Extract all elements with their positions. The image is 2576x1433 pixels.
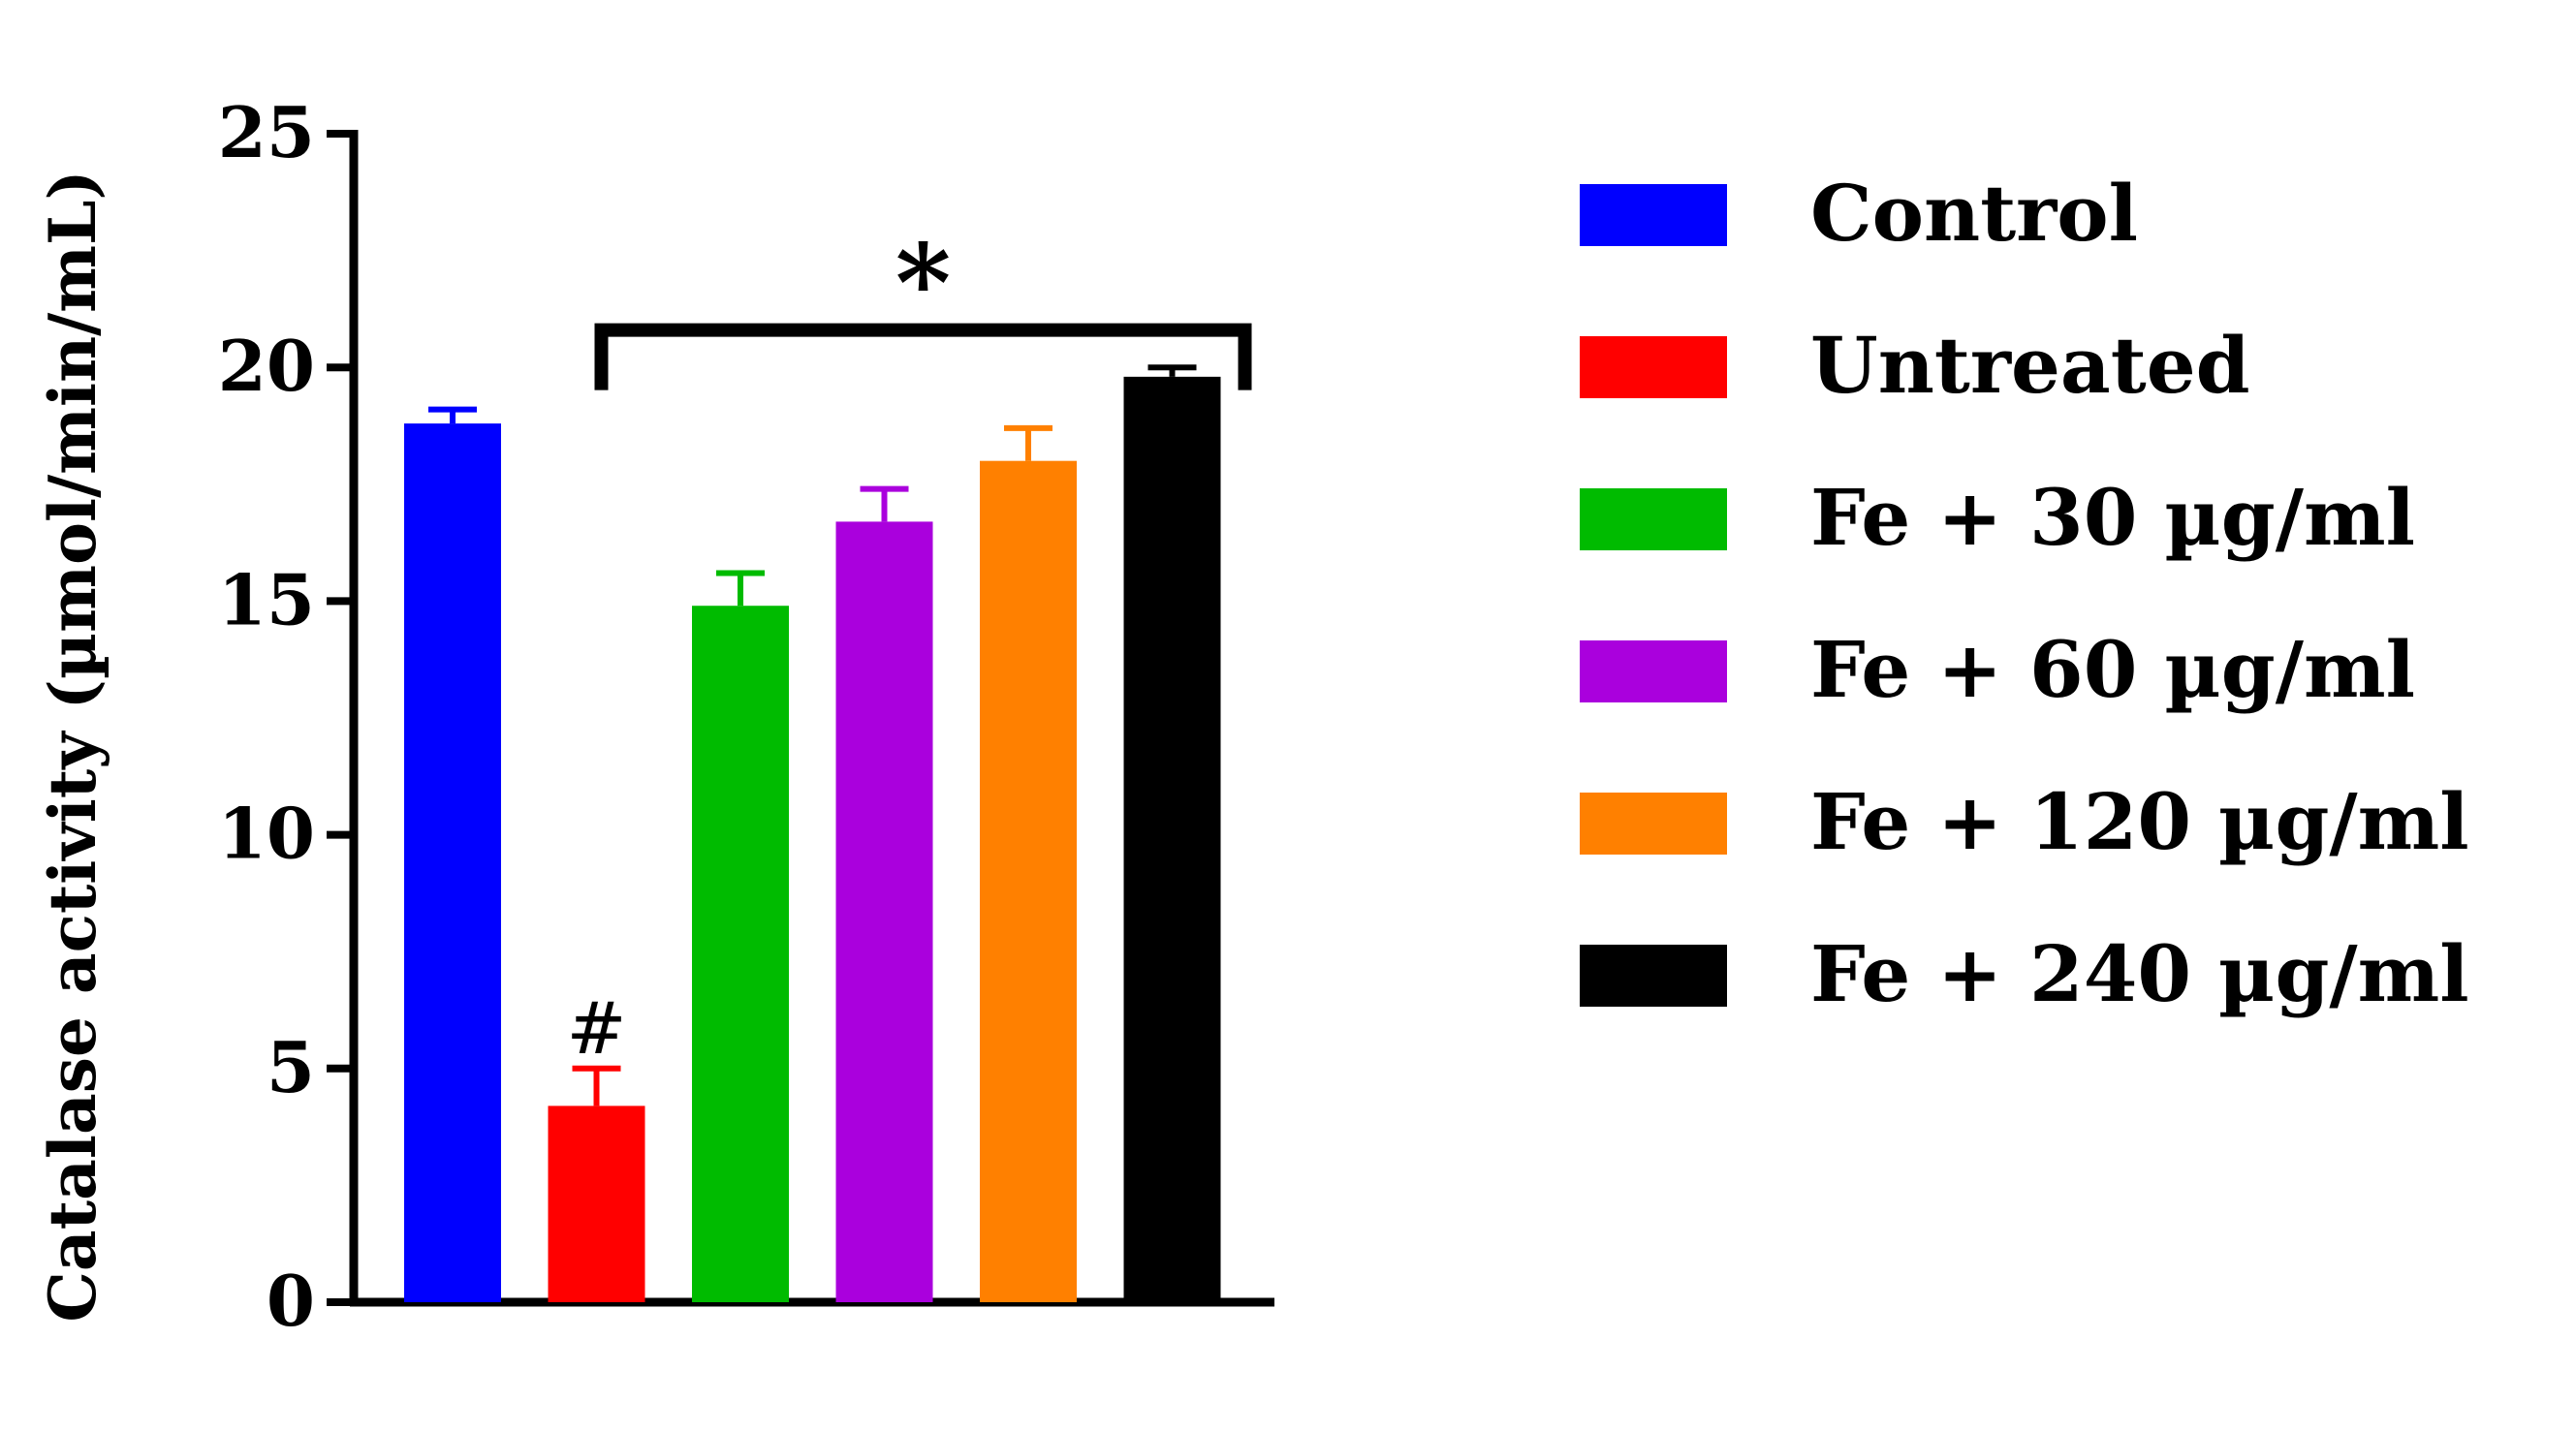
y-axis-label: Catalase activity (µmol/min/mL) [35,170,110,1322]
legend: Control Untreated Fe + 30 µg/ml Fe + 60 µg/… [1580,168,2469,1019]
bar-1 [404,423,501,1302]
legend-label-6: Fe + 240 µg/ml [1810,928,2469,1019]
legend-swatch-6 [1580,945,1727,1007]
bar-4 [835,521,933,1302]
legend-swatch-2 [1580,336,1727,398]
legend-swatch-4 [1580,640,1727,702]
legend-swatch-1 [1580,184,1727,246]
significance-star: * [895,221,952,346]
legend-label-5: Fe + 120 µg/ml [1810,776,2469,867]
y-tick-label-5: 5 [267,1026,315,1108]
hash-annotation: # [566,987,626,1071]
axes: 0 5 10 15 20 25 [218,91,1274,1342]
bar-3 [692,606,789,1302]
y-tick-label-20: 20 [218,325,315,407]
y-tick-label-15: 15 [218,558,315,640]
y-tick-label-10: 10 [218,793,315,875]
legend-label-4: Fe + 60 µg/ml [1810,624,2415,715]
bar-2 [548,1106,645,1302]
bar-6 [1123,376,1221,1302]
annotations: #* [566,221,1252,1071]
y-tick-label-0: 0 [267,1260,315,1342]
legend-swatch-5 [1580,793,1727,855]
legend-label-2: Untreated [1810,320,2250,411]
legend-label-1: Control [1810,168,2138,259]
bars [404,364,1221,1302]
bar-5 [980,460,1077,1302]
y-tick-label-25: 25 [218,91,315,173]
legend-swatch-3 [1580,488,1727,550]
legend-label-3: Fe + 30 µg/ml [1810,472,2415,563]
significance-bracket [594,323,1252,390]
